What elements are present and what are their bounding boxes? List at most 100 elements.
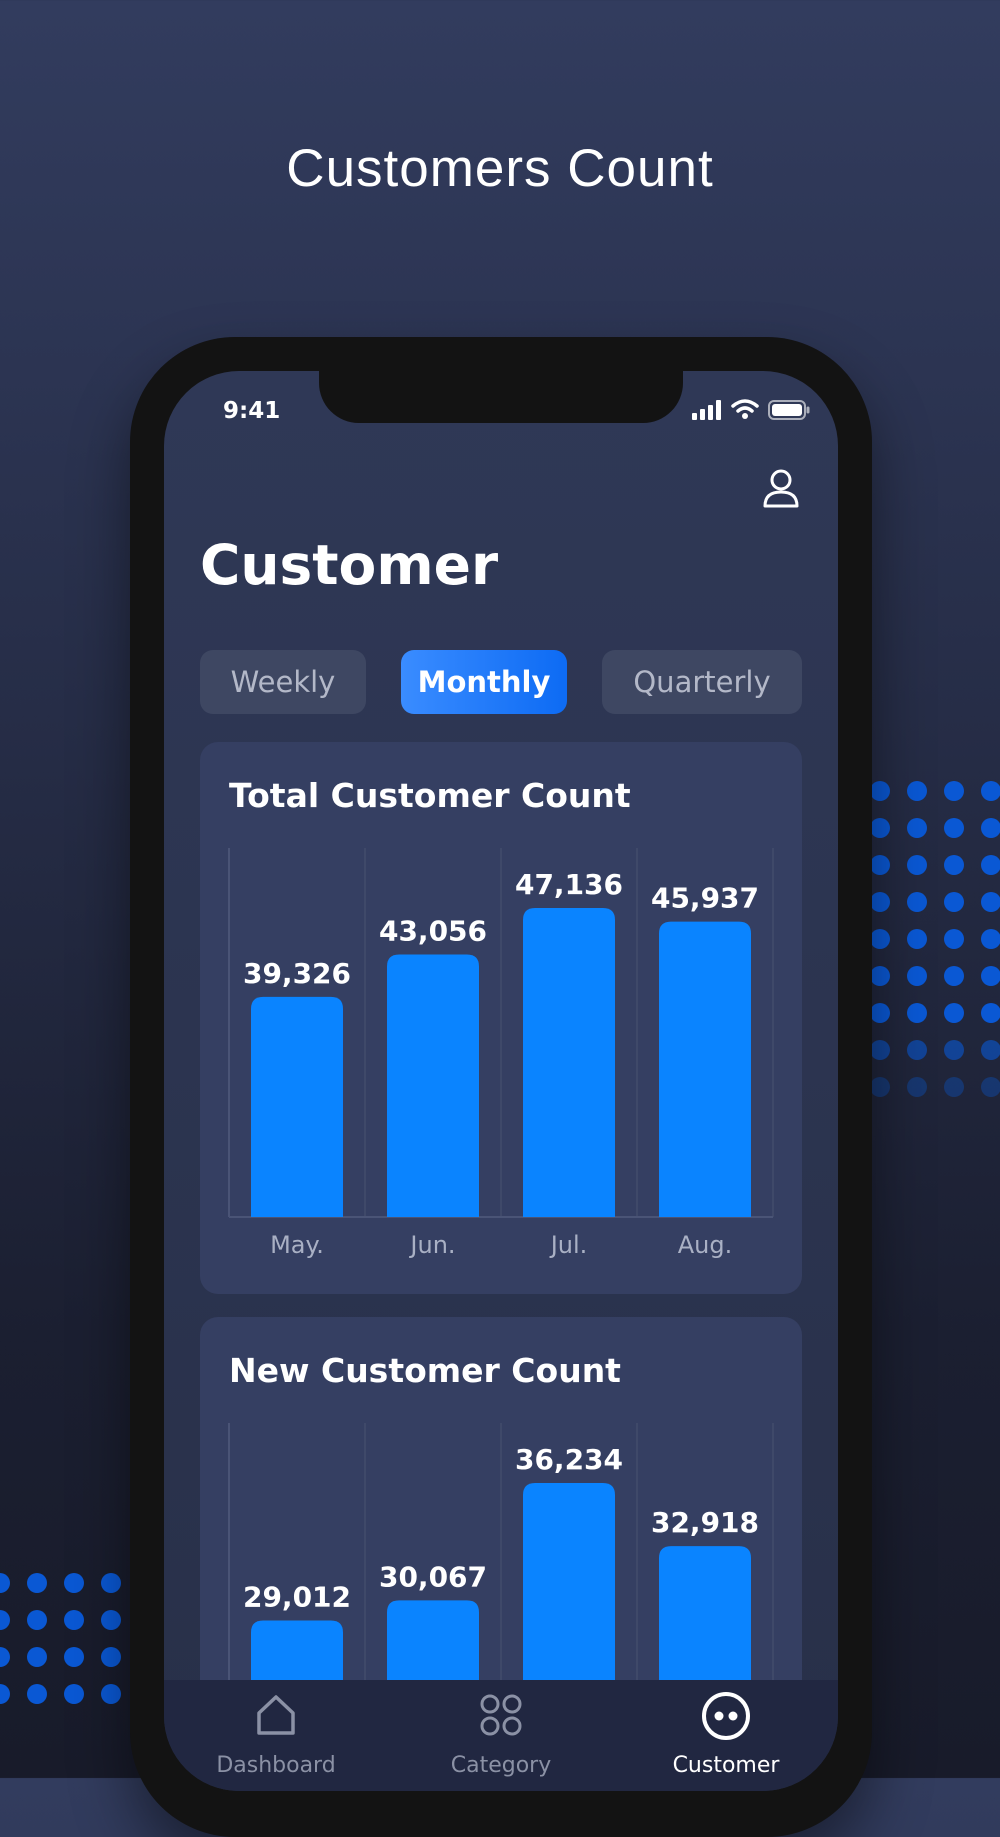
decorative-dot <box>64 1573 84 1593</box>
headline: Customers Count <box>286 139 714 198</box>
decorative-dot <box>944 1003 964 1023</box>
decorative-dot <box>907 781 927 801</box>
decorative-dot <box>907 855 927 875</box>
decorative-dot <box>907 1003 927 1023</box>
decorative-dot <box>27 1684 47 1704</box>
decorative-dot <box>0 1647 10 1667</box>
nav-dashboard[interactable]: Dashboard <box>164 1680 388 1791</box>
status-icons <box>692 399 810 420</box>
tab-quarterly[interactable]: Quarterly <box>602 650 802 714</box>
bottom-nav: Dashboard Category Customer <box>164 1680 838 1791</box>
decorative-dot <box>870 1003 890 1023</box>
nav-label: Category <box>450 1753 552 1778</box>
decorative-dot <box>0 1573 10 1593</box>
bar-value-label: 30,067 <box>379 1560 487 1593</box>
decorative-dot <box>870 892 890 912</box>
decorative-dot <box>101 1647 121 1667</box>
decorative-dot <box>27 1573 47 1593</box>
signal-icon <box>692 399 721 420</box>
decorative-dot <box>944 1077 964 1097</box>
decorative-dot <box>870 855 890 875</box>
bar <box>523 908 615 1217</box>
bar <box>251 996 343 1217</box>
card-title: Total Customer Count <box>229 776 631 815</box>
decorative-dot <box>64 1684 84 1704</box>
bar-value-label: 43,056 <box>379 914 487 947</box>
decorative-dot <box>944 929 964 949</box>
decorative-dot <box>981 1040 1000 1060</box>
nav-label: Dashboard <box>216 1753 336 1778</box>
decorative-dot <box>907 892 927 912</box>
decorative-dot <box>907 818 927 838</box>
decorative-dot <box>981 1077 1000 1097</box>
decorative-dot <box>101 1610 121 1630</box>
decorative-dot <box>907 929 927 949</box>
bar <box>523 1483 615 1737</box>
decorative-dot <box>944 892 964 912</box>
decorative-dot <box>981 818 1000 838</box>
decorative-dot <box>981 781 1000 801</box>
bar-value-label: 45,937 <box>651 882 759 915</box>
nav-category[interactable]: Category <box>389 1680 613 1791</box>
tab-monthly[interactable]: Monthly <box>401 650 567 714</box>
bar-value-label: 36,234 <box>515 1443 623 1476</box>
bar-value-label: 32,918 <box>651 1506 759 1539</box>
decorative-dot <box>101 1684 121 1704</box>
status-time: 9:41 <box>223 398 281 424</box>
card-title: New Customer Count <box>229 1351 621 1390</box>
decorative-dot <box>27 1610 47 1630</box>
decorative-dot <box>27 1647 47 1667</box>
bar <box>387 954 479 1217</box>
decorative-dot <box>870 966 890 986</box>
grid-dots-icon <box>480 1694 522 1736</box>
decorative-dot <box>907 1077 927 1097</box>
decorative-dot <box>944 1040 964 1060</box>
decorative-dot <box>944 781 964 801</box>
bar-value-label: 47,136 <box>515 868 623 901</box>
decorative-dot <box>64 1610 84 1630</box>
decorative-dot <box>907 966 927 986</box>
tab-weekly[interactable]: Weekly <box>200 650 366 714</box>
decorative-dot <box>870 781 890 801</box>
decorative-dot <box>0 1684 10 1704</box>
page-title: Customer <box>200 533 499 597</box>
decorative-dot <box>64 1647 84 1667</box>
decorative-dots-right <box>870 781 1000 1097</box>
x-tick-label: Jun. <box>408 1231 455 1259</box>
battery-icon <box>768 399 810 420</box>
decorative-dot <box>0 1610 10 1630</box>
total-customer-card: Total Customer Count 39,326 May. 43,056 Jun… <box>200 742 802 1294</box>
wifi-icon <box>731 399 759 419</box>
x-tick-label: Aug. <box>678 1231 733 1259</box>
x-tick-label: Jul. <box>549 1231 588 1259</box>
customer-face-icon <box>702 1692 750 1740</box>
bar-value-label: 29,012 <box>243 1580 351 1613</box>
decorative-dot <box>944 818 964 838</box>
decorative-dot <box>981 892 1000 912</box>
phone-screen: 9:41 Customer Weekly Monthly Quarterly T… <box>164 371 838 1791</box>
decorative-dot <box>870 929 890 949</box>
decorative-dot <box>907 1040 927 1060</box>
total-customer-chart: 39,326 May. 43,056 Jun. 47,136 Jul. 45,937 Aug. <box>228 848 774 1259</box>
new-customer-card: New Customer Count 29,012May.30,067Jun.3… <box>200 1317 802 1737</box>
decorative-dot <box>101 1573 121 1593</box>
nav-customer[interactable]: Customer <box>614 1680 838 1791</box>
home-icon <box>257 1695 295 1735</box>
phone-notch <box>319 371 683 423</box>
decorative-dot <box>981 929 1000 949</box>
decorative-dot <box>944 966 964 986</box>
decorative-dot <box>981 1003 1000 1023</box>
nav-label: Customer <box>672 1753 780 1778</box>
decorative-dots-left <box>0 1573 121 1704</box>
new-customer-chart: 29,012May.30,067Jun.36,234Jul.32,918Aug. <box>228 1423 774 1737</box>
decorative-dot <box>870 818 890 838</box>
user-profile-icon[interactable] <box>762 468 800 512</box>
decorative-dot <box>870 1077 890 1097</box>
x-tick-label: May. <box>270 1231 324 1259</box>
decorative-dot <box>981 855 1000 875</box>
decorative-dot <box>870 1040 890 1060</box>
decorative-dot <box>981 966 1000 986</box>
bar-value-label: 39,326 <box>243 957 351 990</box>
decorative-dot <box>944 855 964 875</box>
bar <box>659 921 751 1217</box>
